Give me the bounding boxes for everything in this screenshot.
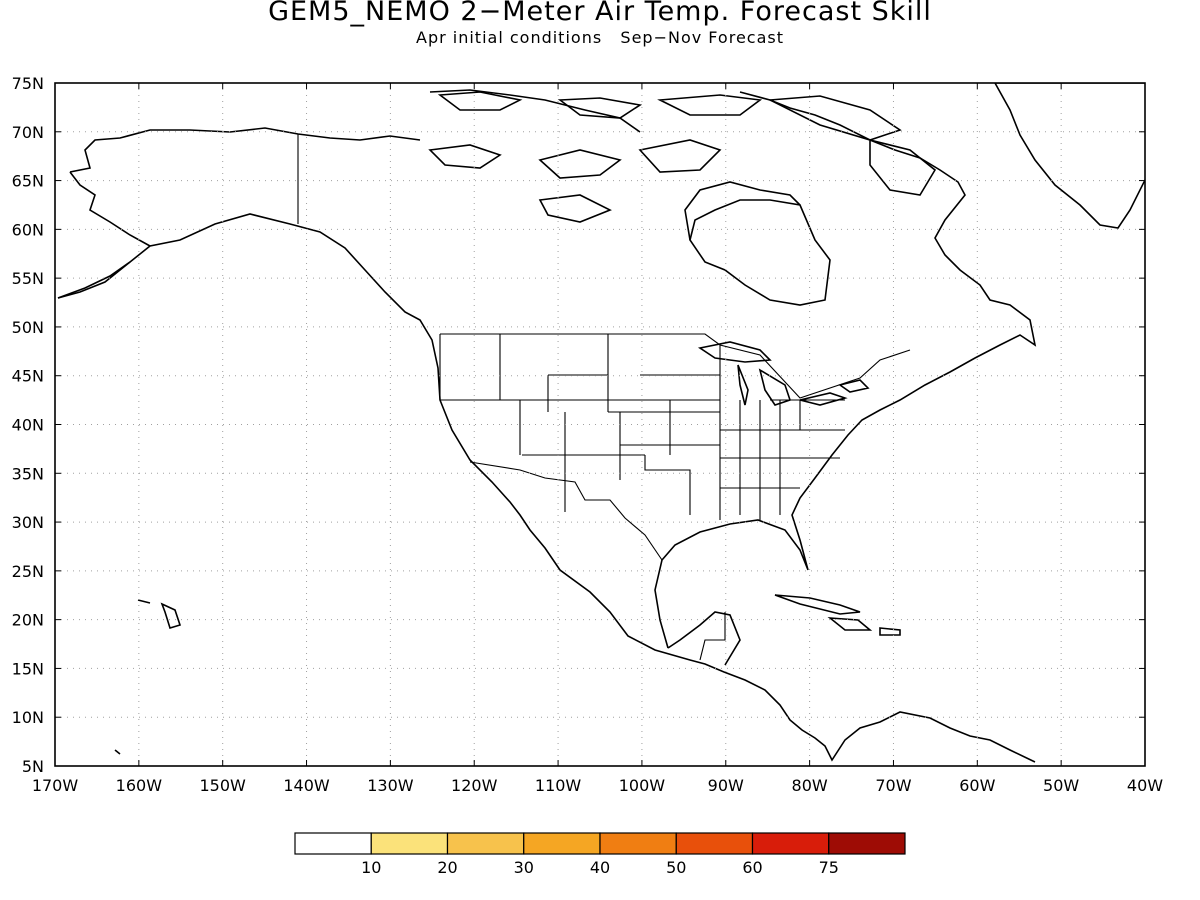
legend-label: 75 — [819, 858, 839, 877]
legend-swatch — [751, 832, 830, 855]
lon-label: 80W — [792, 776, 828, 795]
legend-label: 10 — [361, 858, 381, 877]
coastlines — [57, 83, 1145, 763]
lon-label: 40W — [1127, 776, 1163, 795]
legend-label: 60 — [742, 858, 762, 877]
legend-swatch — [446, 832, 525, 855]
chart-title: GEM5_NEMO 2−Meter Air Temp. Forecast Ski… — [268, 0, 932, 27]
lat-label: 20N — [12, 611, 44, 630]
greenland-coastline — [994, 83, 1145, 229]
lon-label: 70W — [875, 776, 911, 795]
political-borders — [297, 134, 911, 661]
lat-label: 30N — [12, 513, 44, 532]
us-mexico-border — [469, 461, 663, 561]
lon-label: 140W — [283, 776, 330, 795]
color-legend: 10 20 30 40 50 60 75 — [294, 832, 906, 877]
legend-swatch — [675, 832, 754, 855]
legend-label: 50 — [666, 858, 686, 877]
lon-label: 90W — [708, 776, 744, 795]
hudson-bay-coastline — [684, 181, 801, 241]
legend-swatch — [828, 832, 906, 855]
lat-label: 75N — [12, 74, 44, 93]
lat-label: 40N — [12, 416, 44, 435]
legend-label: 20 — [437, 858, 457, 877]
lon-label: 160W — [116, 776, 163, 795]
lon-label: 100W — [619, 776, 666, 795]
lat-label: 50N — [12, 318, 44, 337]
legend-label: 40 — [590, 858, 610, 877]
lon-label: 110W — [535, 776, 582, 795]
lat-label: 65N — [12, 172, 44, 191]
gridlines — [55, 83, 1145, 766]
caribbean-islands — [114, 594, 901, 755]
lat-label: 70N — [12, 123, 44, 142]
lat-label: 5N — [22, 757, 44, 776]
legend-swatch — [599, 832, 677, 855]
great-lakes — [697, 341, 870, 406]
lon-label: 120W — [451, 776, 498, 795]
lat-label: 15N — [12, 659, 44, 678]
lon-label: 130W — [367, 776, 414, 795]
legend-swatch — [294, 832, 372, 855]
lon-label: 50W — [1043, 776, 1079, 795]
latitude-labels: 75N 70N 65N 60N 55N 50N 45N 40N 35N 30N 25N 20N 15N 1… — [12, 74, 44, 776]
legend-swatch — [370, 832, 449, 855]
longitude-labels: 170W 160W 150W 140W 130W 120W 110W 100W 90W 80W 70… — [32, 776, 1163, 795]
lat-label: 60N — [12, 220, 44, 239]
lon-label: 170W — [32, 776, 79, 795]
us-state-lines — [439, 334, 845, 520]
legend-label: 30 — [514, 858, 534, 877]
lat-label: 25N — [12, 562, 44, 581]
map-frame — [54, 82, 1146, 767]
lat-label: 55N — [12, 269, 44, 288]
north-america-coastline — [57, 89, 1037, 763]
legend-swatch — [523, 832, 601, 855]
lat-label: 45N — [12, 367, 44, 386]
lon-label: 150W — [200, 776, 247, 795]
arctic-islands — [428, 91, 937, 223]
us-canada-border — [440, 333, 911, 399]
lat-label: 35N — [12, 464, 44, 483]
lat-label: 10N — [12, 708, 44, 727]
alaska-coastline — [57, 127, 421, 299]
axis-ticks — [54, 82, 1146, 767]
guatemala-border — [699, 612, 726, 661]
map-area — [55, 83, 1145, 766]
lon-label: 60W — [959, 776, 995, 795]
chart-subtitle: Apr initial conditions Sep−Nov Forecast — [416, 28, 784, 47]
